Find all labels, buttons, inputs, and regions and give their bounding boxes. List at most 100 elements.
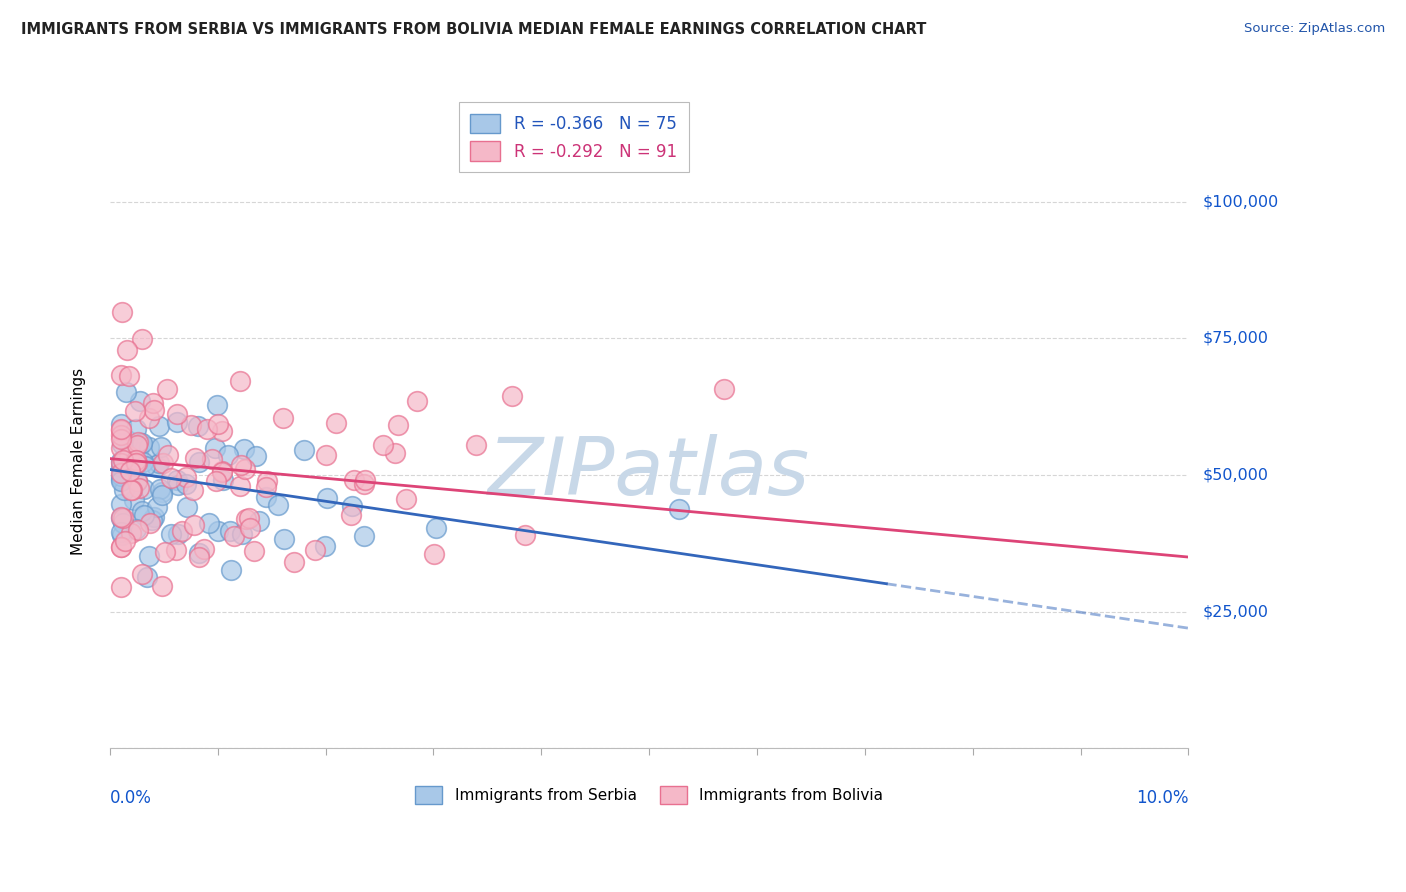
Point — [198, 516, 221, 530]
Point — [254, 490, 277, 504]
Point — [353, 529, 375, 543]
Point — [157, 448, 180, 462]
Point — [110, 524, 132, 539]
Point — [188, 455, 211, 469]
Point — [187, 418, 209, 433]
Point — [229, 374, 252, 388]
Point — [141, 513, 163, 527]
Point — [111, 453, 134, 467]
Point — [124, 458, 146, 473]
Point — [245, 449, 267, 463]
Point — [232, 442, 254, 457]
Point — [110, 472, 132, 486]
Point — [273, 532, 295, 546]
Point — [149, 482, 172, 496]
Point — [138, 411, 160, 425]
Text: $75,000: $75,000 — [1202, 331, 1268, 346]
Point — [217, 448, 239, 462]
Point — [120, 526, 142, 541]
Point — [149, 440, 172, 454]
Text: $100,000: $100,000 — [1202, 194, 1278, 209]
Point — [170, 524, 193, 538]
Point — [211, 466, 233, 480]
Point — [115, 343, 138, 357]
Point — [136, 570, 159, 584]
Point — [128, 435, 150, 450]
Point — [111, 305, 134, 319]
Point — [197, 422, 219, 436]
Point — [110, 540, 132, 554]
Point — [156, 382, 179, 396]
Point — [132, 508, 155, 523]
Point — [423, 547, 446, 561]
Point — [166, 415, 188, 429]
Point — [110, 497, 132, 511]
Point — [138, 549, 160, 563]
Point — [205, 474, 228, 488]
Point — [159, 526, 181, 541]
Point — [114, 533, 136, 548]
Point — [165, 543, 187, 558]
Point — [713, 382, 735, 396]
Point — [184, 451, 207, 466]
Y-axis label: Median Female Earnings: Median Female Earnings — [72, 368, 86, 555]
Point — [143, 402, 166, 417]
Point — [235, 512, 257, 526]
Point — [233, 461, 256, 475]
Point — [166, 407, 188, 421]
Point — [110, 540, 132, 554]
Point — [187, 546, 209, 560]
Point — [124, 522, 146, 536]
Point — [193, 542, 215, 557]
Point — [110, 459, 132, 474]
Point — [114, 384, 136, 399]
Point — [110, 368, 132, 383]
Point — [131, 566, 153, 581]
Point — [211, 474, 233, 488]
Point — [176, 500, 198, 514]
Point — [120, 464, 142, 478]
Point — [166, 473, 188, 487]
Point — [110, 511, 132, 525]
Point — [315, 448, 337, 462]
Point — [325, 416, 347, 430]
Point — [111, 528, 134, 542]
Point — [127, 456, 149, 470]
Point — [110, 442, 132, 456]
Point — [384, 446, 406, 460]
Point — [247, 514, 270, 528]
Point — [110, 581, 132, 595]
Point — [125, 438, 148, 452]
Point — [395, 492, 418, 507]
Point — [256, 474, 278, 488]
Point — [218, 524, 240, 538]
Legend: R = -0.366   N = 75, R = -0.292   N = 91: R = -0.366 N = 75, R = -0.292 N = 91 — [458, 102, 689, 172]
Point — [125, 453, 148, 467]
Point — [254, 480, 277, 494]
Point — [142, 396, 165, 410]
Point — [205, 398, 228, 412]
Point — [183, 517, 205, 532]
Point — [243, 543, 266, 558]
Point — [128, 482, 150, 496]
Point — [211, 424, 233, 438]
Text: IMMIGRANTS FROM SERBIA VS IMMIGRANTS FROM BOLIVIA MEDIAN FEMALE EARNINGS CORRELA: IMMIGRANTS FROM SERBIA VS IMMIGRANTS FRO… — [21, 22, 927, 37]
Point — [501, 389, 523, 403]
Text: ZIPatlas: ZIPatlas — [488, 434, 810, 512]
Point — [150, 488, 173, 502]
Point — [131, 332, 153, 346]
Point — [120, 483, 142, 498]
Point — [125, 421, 148, 435]
Point — [167, 478, 190, 492]
Point — [464, 438, 486, 452]
Point — [143, 510, 166, 524]
Point — [405, 394, 427, 409]
Point — [131, 504, 153, 518]
Point — [353, 476, 375, 491]
Point — [132, 455, 155, 469]
Point — [139, 516, 162, 530]
Point — [228, 479, 250, 493]
Point — [155, 545, 177, 559]
Point — [124, 456, 146, 470]
Point — [231, 527, 253, 541]
